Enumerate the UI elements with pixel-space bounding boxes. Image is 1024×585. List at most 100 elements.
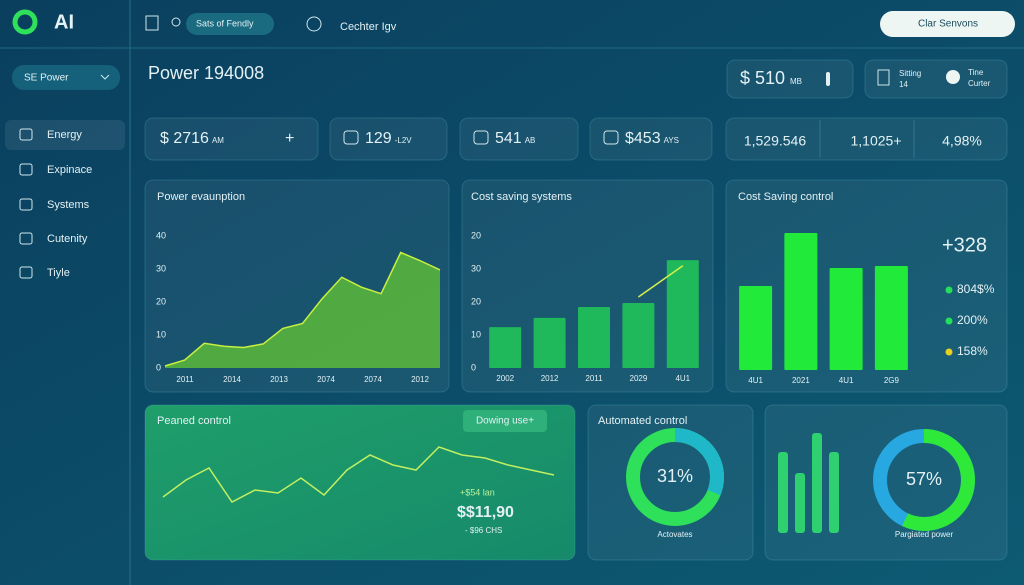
search-box[interactable] [186,13,274,35]
stat-icon [343,130,359,145]
x-tick-label: 2074 [317,375,335,384]
bar [795,473,805,533]
stat-icon [473,130,489,145]
bar [784,233,818,370]
chart-button-text[interactable]: Dowing use+ [476,416,534,427]
card [725,117,1008,161]
y-tick-label: 20 [471,296,481,306]
y-tick-label: 10 [471,329,481,339]
donut-label: 57% [906,469,942,489]
bar [489,327,522,368]
y-tick-label: 40 [156,230,166,240]
card [864,59,1008,99]
donut-arc [873,429,975,531]
top-label: Sitting [899,69,921,78]
card [144,404,576,561]
top-unit: MB [790,77,802,86]
bar [739,286,773,370]
dropdown[interactable] [12,65,120,90]
top-icon [877,69,890,86]
area-line [164,251,441,367]
summary-value: 1,529.546 [744,133,806,149]
chart-title: Peaned control [157,415,231,427]
top-note: Curter [968,79,991,88]
bar [666,260,699,368]
dropdown-text[interactable]: SE Power [24,73,69,84]
x-tick-label: 4U1 [675,374,690,383]
top-icon [826,72,830,86]
menu-icon [19,198,33,211]
stat-unit: AB [525,136,536,145]
x-tick-label: 2013 [270,375,288,384]
menu-item[interactable]: Cutenity [47,233,88,245]
header-button-text[interactable]: Clar Senvons [918,19,978,30]
y-tick-label: 30 [156,263,166,273]
menu-item[interactable]: Energy [47,129,82,141]
menu-icon [19,232,33,245]
header-button[interactable] [880,11,1015,37]
doc-icon [145,15,159,31]
menu-item[interactable]: Expinace [47,164,92,176]
logo: AI [54,11,74,33]
x-tick-label: 2074 [364,375,382,384]
stat-unit: AM [212,136,224,145]
link-icon [306,16,322,32]
stat-value: $453 [625,130,661,147]
x-tick-label: 2029 [630,374,648,383]
summary-value: 4,98% [942,133,982,149]
legend-label: 200% [957,313,988,327]
bar [533,317,566,368]
x-tick-label: 2011 [176,375,194,384]
x-tick-label: 2014 [223,375,241,384]
card [587,404,754,561]
stat-value: 541 [495,130,522,147]
stat-icon [603,130,619,145]
stat-unit: -L2V [395,136,413,145]
chart-title: Cost Saving control [738,191,833,203]
x-tick-label: 2G9 [884,376,900,385]
stat-action[interactable]: + [285,130,294,147]
bar [778,452,788,533]
summary-value: 1,1025+ [851,133,902,149]
line [162,446,555,503]
bar [829,452,839,533]
card [144,117,319,161]
toggle[interactable] [946,70,960,84]
y-tick-label: 0 [471,362,476,372]
donut-label: 31% [657,466,693,486]
logo-icon [12,9,38,35]
y-tick-label: 10 [156,329,166,339]
menu-item[interactable]: Systems [47,199,90,211]
donut-arc [626,428,724,526]
card [459,117,579,161]
annotation: +$54 lan [460,487,495,497]
x-tick-label: 4U1 [839,376,854,385]
chart-title: Automated control [598,415,687,427]
top-value: $ 510 [740,68,785,88]
donut-caption: Pargiated power [895,530,954,539]
bar [874,266,908,370]
card [726,59,854,99]
annotation: - $96 CHS [465,526,502,535]
donut-caption: Actovates [657,530,692,539]
menu-icon [19,163,33,176]
bar [812,433,822,533]
headline: +328 [942,234,987,256]
legend-label: 158% [957,344,988,358]
menu-icon [19,266,33,279]
chart-button[interactable] [463,410,547,432]
bar [622,302,655,368]
legend-dot [945,348,953,356]
x-tick-label: 2012 [411,375,429,384]
legend-dot [945,317,953,325]
annotation: $$11,90 [457,504,514,521]
menu-active[interactable] [5,120,125,150]
menu-item[interactable]: Tiyle [47,267,70,279]
search-text[interactable]: Sats of Fendly [196,18,254,28]
x-tick-label: 2002 [496,374,514,383]
stat-value: 129 [365,130,392,147]
header-link[interactable]: Cechter Igv [340,21,397,33]
x-tick-label: 2012 [541,374,559,383]
x-tick-label: 2011 [585,374,603,383]
